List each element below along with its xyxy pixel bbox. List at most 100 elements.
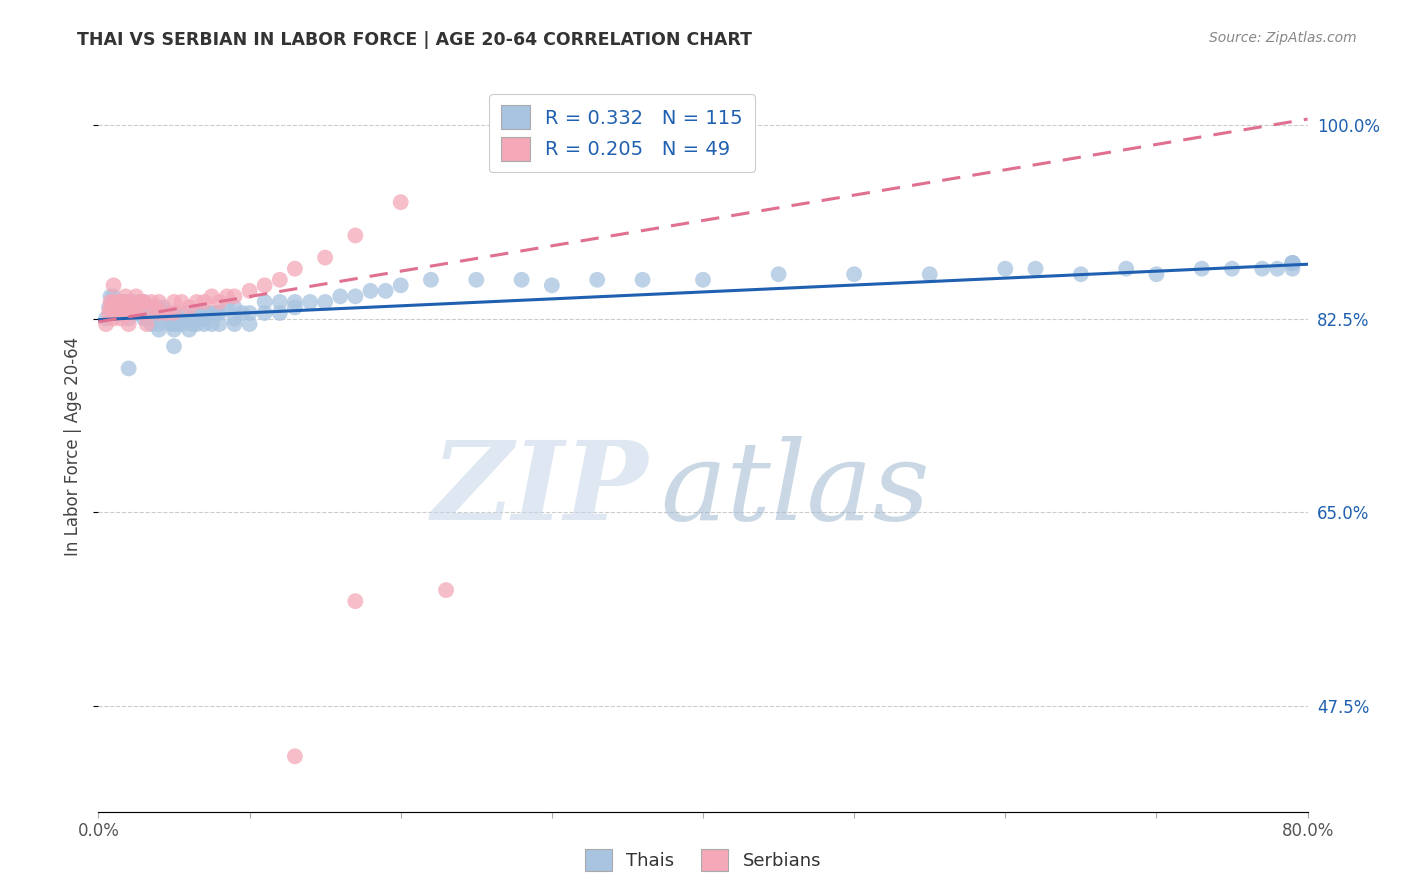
Point <box>510 273 533 287</box>
Point <box>1115 261 1137 276</box>
Point <box>224 317 246 331</box>
Point <box>150 306 173 320</box>
Point <box>1220 261 1243 276</box>
Point <box>186 294 208 309</box>
Point <box>163 294 186 309</box>
Point <box>190 306 212 320</box>
Point <box>141 301 163 315</box>
Point <box>103 289 125 303</box>
Point <box>136 306 159 320</box>
Point <box>125 301 148 315</box>
Point <box>103 294 125 309</box>
Point <box>166 317 188 331</box>
Point <box>389 278 412 293</box>
Point <box>193 294 215 309</box>
Point <box>110 311 132 326</box>
Point <box>118 311 141 326</box>
Point <box>179 301 201 315</box>
Point <box>129 294 152 309</box>
Point <box>103 294 125 309</box>
Point <box>163 323 186 337</box>
Point <box>94 311 117 326</box>
Point <box>1251 261 1274 276</box>
Point <box>299 294 322 309</box>
Point <box>284 294 307 309</box>
Point <box>132 306 155 320</box>
Point <box>231 306 253 320</box>
Point <box>344 289 367 303</box>
Point <box>186 317 208 331</box>
Point <box>205 306 228 320</box>
Point <box>114 306 136 320</box>
Point <box>284 261 307 276</box>
Point <box>181 317 204 331</box>
Point <box>107 294 129 309</box>
Point <box>118 294 141 309</box>
Point <box>186 306 208 320</box>
Point <box>103 306 125 320</box>
Point <box>374 284 396 298</box>
Point <box>170 294 193 309</box>
Point <box>215 301 238 315</box>
Point <box>148 323 170 337</box>
Point <box>208 306 231 320</box>
Legend: R = 0.332   N = 115, R = 0.205   N = 49: R = 0.332 N = 115, R = 0.205 N = 49 <box>489 94 755 172</box>
Point <box>163 306 186 320</box>
Point <box>224 311 246 326</box>
Point <box>208 317 231 331</box>
Legend: Thais, Serbians: Thais, Serbians <box>578 842 828 879</box>
Point <box>768 267 790 281</box>
Point <box>103 301 125 315</box>
Point <box>844 267 866 281</box>
Point <box>179 323 201 337</box>
Point <box>170 317 193 331</box>
Point <box>98 306 121 320</box>
Point <box>100 289 122 303</box>
Point <box>105 306 128 320</box>
Point <box>141 317 163 331</box>
Point <box>118 361 141 376</box>
Point <box>152 301 174 315</box>
Point <box>103 311 125 326</box>
Point <box>114 289 136 303</box>
Point <box>163 317 186 331</box>
Point <box>179 311 201 326</box>
Point <box>118 317 141 331</box>
Y-axis label: In Labor Force | Age 20-64: In Labor Force | Age 20-64 <box>65 336 83 556</box>
Point <box>201 317 224 331</box>
Point <box>100 301 122 315</box>
Point <box>1070 267 1092 281</box>
Point <box>465 273 488 287</box>
Point <box>195 306 218 320</box>
Point <box>155 306 177 320</box>
Point <box>434 583 457 598</box>
Point <box>155 311 177 326</box>
Point <box>148 294 170 309</box>
Point <box>1191 261 1213 276</box>
Point <box>148 306 170 320</box>
Point <box>284 749 307 764</box>
Point <box>122 294 145 309</box>
Point <box>540 278 562 293</box>
Point <box>1281 256 1303 270</box>
Point <box>173 306 195 320</box>
Text: ZIP: ZIP <box>432 436 648 543</box>
Point <box>132 301 155 315</box>
Point <box>105 306 128 320</box>
Point <box>129 301 152 315</box>
Text: Source: ZipAtlas.com: Source: ZipAtlas.com <box>1209 31 1357 45</box>
Point <box>121 306 143 320</box>
Point <box>239 284 262 298</box>
Point <box>994 261 1017 276</box>
Point <box>253 306 276 320</box>
Point <box>110 294 132 309</box>
Point <box>1024 261 1046 276</box>
Point <box>1281 256 1303 270</box>
Point <box>360 284 382 298</box>
Point <box>344 228 367 243</box>
Point <box>160 317 183 331</box>
Point <box>114 301 136 315</box>
Point <box>269 306 291 320</box>
Point <box>118 301 141 315</box>
Text: THAI VS SERBIAN IN LABOR FORCE | AGE 20-64 CORRELATION CHART: THAI VS SERBIAN IN LABOR FORCE | AGE 20-… <box>77 31 752 49</box>
